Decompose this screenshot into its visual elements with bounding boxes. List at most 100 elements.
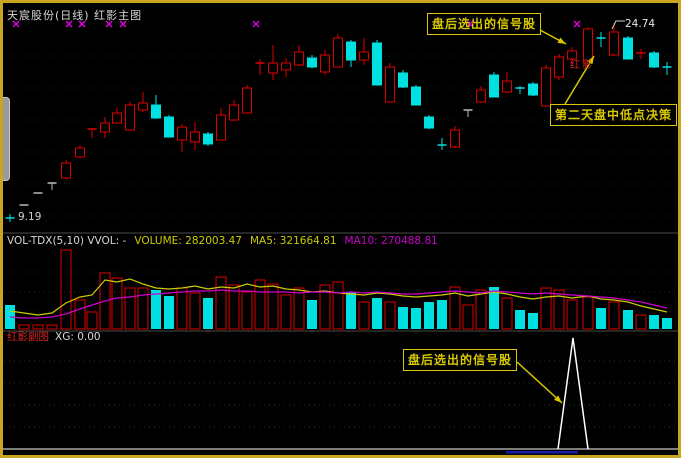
sell-mark-x-icon [252, 20, 260, 28]
candle-up-hollow [583, 28, 593, 62]
watermark-bar [506, 451, 578, 454]
candle-up-hollow [216, 114, 226, 141]
volume-bar-up [60, 249, 72, 330]
volume-bar-up [553, 289, 565, 330]
vol-volume-value: VOLUME: 282003.47 [134, 235, 242, 247]
volume-bar-up [319, 284, 331, 330]
candle-up-hollow [242, 87, 252, 114]
candle-up-hollow [609, 31, 619, 56]
candle-down-filled [151, 104, 161, 119]
volume-bar-down [515, 310, 525, 329]
candle-down-filled [203, 133, 213, 145]
volume-bar-down [307, 300, 317, 329]
candle-up-hollow [333, 37, 343, 68]
candle-down-filled [372, 42, 382, 86]
volume-bar-down [372, 298, 382, 329]
volume-bar-down [649, 315, 659, 329]
volume-bar-down [164, 296, 174, 329]
volume-bar-up [462, 304, 474, 330]
volume-bar-down [489, 287, 499, 329]
candle-up-hollow [502, 80, 512, 93]
volume-bar-up [608, 301, 620, 330]
volume-bar-down [528, 313, 538, 329]
volume-bar-up [566, 299, 578, 330]
volume-bar-up [176, 287, 188, 330]
annotation-box-decision[interactable]: 第二天盘中低点决策 [550, 104, 678, 126]
volume-bar-up [332, 281, 344, 330]
volume-bar-up [241, 291, 253, 330]
sub-indicator-header: 红影副图 XG: 0.00 [7, 331, 107, 344]
volume-bar-down [151, 290, 161, 329]
candle-up-hollow [268, 62, 278, 74]
hongying-signal-label: 红影 [570, 60, 594, 71]
volume-bar-up [99, 272, 111, 330]
candle-up-hollow [385, 66, 395, 103]
volume-bar-up [540, 287, 552, 330]
sub-indicator-xg-value: XG: 0.00 [55, 331, 101, 343]
annotation-box-signal-top[interactable]: 盘后选出的信号股 [427, 13, 542, 35]
volume-bar-up [267, 283, 279, 330]
sell-mark-x-icon [78, 20, 86, 28]
signal-spike [557, 337, 589, 450]
volume-bar-down [424, 302, 434, 329]
candle-up-hollow [138, 102, 148, 111]
chart-canvas[interactable] [3, 3, 678, 455]
volume-bar-down [437, 300, 447, 329]
candle-down-filled [489, 74, 499, 98]
volume-bar-down [346, 292, 356, 329]
volume-bar-down [411, 308, 421, 329]
volume-bar-up [124, 287, 136, 330]
annotation-box-signal-bottom[interactable]: 盘后选出的信号股 [403, 349, 518, 371]
candle-up-hollow [229, 104, 239, 121]
volume-ma10-line [9, 289, 668, 319]
volume-bar-down [662, 318, 672, 329]
candle-down-filled [398, 72, 408, 88]
volume-ma5-line [9, 278, 668, 316]
annotation-arrow [564, 55, 595, 105]
volume-bar-up [32, 324, 44, 330]
candle-up-hollow [476, 89, 486, 103]
annotation-arrowhead [587, 56, 594, 65]
sell-mark-x-icon [65, 20, 73, 28]
vol-ma10-value: MA10: 270488.81 [344, 235, 438, 247]
candle-up-hollow [75, 147, 85, 158]
candle-down-filled [307, 57, 317, 68]
candle-down-filled [424, 116, 434, 129]
price-high-label: 24.74 [625, 18, 656, 30]
sidebar-collapse-handle[interactable] [3, 97, 10, 181]
volume-bar-up [293, 287, 305, 330]
volume-bar-up [74, 299, 86, 330]
volume-pane-header: VOL-TDX(5,10) VVOL: - VOLUME: 282003.47 MA… [7, 235, 446, 248]
volume-bar-up [18, 324, 30, 330]
annotation-arrowhead [557, 37, 566, 44]
sell-mark-x-icon [119, 20, 127, 28]
volume-bar-up [86, 311, 98, 330]
sell-mark-x-icon [466, 20, 474, 28]
annotation-arrow [516, 361, 563, 404]
candle-up-hollow [100, 122, 110, 133]
volume-bar-up [189, 292, 201, 330]
window-title: 天宸股份(日线) 红影主图 [7, 9, 143, 22]
volume-bar-up [384, 301, 396, 330]
candle-down-filled [649, 52, 659, 68]
volume-bar-up [254, 279, 266, 330]
candle-up-hollow [125, 104, 135, 131]
candle-up-hollow [450, 129, 460, 148]
volume-bar-up [475, 289, 487, 330]
volume-bar-up [215, 276, 227, 330]
volume-bar-down [596, 308, 606, 329]
sub-indicator-name: 红影副图 [7, 331, 49, 343]
price-high-marker [611, 20, 625, 30]
candle-up-hollow [177, 126, 187, 141]
candle-up-hollow [281, 62, 291, 71]
volume-bar-up [46, 324, 58, 330]
volume-bar-up [137, 287, 149, 330]
candle-down-filled [528, 83, 538, 96]
volume-bar-up [358, 301, 370, 330]
vol-ma5-value: MA5: 321664.81 [249, 235, 337, 247]
candle-down-filled [164, 116, 174, 138]
candle-down-filled [346, 41, 356, 61]
sell-mark-x-icon [105, 20, 113, 28]
candle-up-hollow [190, 131, 200, 143]
